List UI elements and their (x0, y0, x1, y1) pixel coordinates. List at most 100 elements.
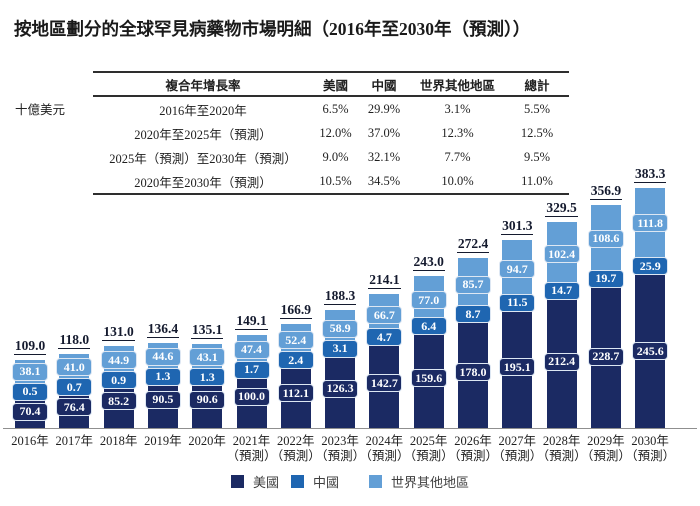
legend-swatch (290, 475, 304, 488)
table-cell: 12.5% (520, 125, 554, 140)
segment-value-badge-us: 100.0 (233, 387, 270, 406)
segment-value-badge-row: 111.8 (632, 214, 669, 233)
segment-value-badge-cn: 4.7 (366, 328, 403, 347)
segment-value-badge-row: 66.7 (366, 306, 403, 324)
segment-value-badge-row: 47.4 (233, 340, 270, 359)
bar-total-label: 149.1 (235, 312, 268, 330)
table-cell: 37.0% (367, 125, 401, 140)
segment-value-badge-us: 112.1 (277, 384, 314, 402)
segment-value-badge-row: 44.6 (144, 347, 181, 366)
table-cell: 7.7% (444, 149, 471, 164)
segment-value-badge-us: 90.6 (189, 390, 226, 409)
x-axis-line (3, 428, 697, 429)
segment-value-badge-us: 142.7 (366, 374, 403, 393)
bar-total-label: 272.4 (456, 235, 490, 253)
table-row: 2025年（預測）至2030年（預測） 9.0% 32.1% 7.7% 9.5% (93, 145, 569, 169)
chart-legend: 美國 中國 世界其他地區 (0, 472, 700, 491)
segment-value-badge-row: 38.1 (12, 362, 48, 381)
x-axis-label: 2020年 (188, 434, 226, 448)
table-cell: 10.0% (441, 173, 474, 188)
table-header-cell: 總計 (524, 78, 550, 93)
x-axis-label: 2027年 （預測） (492, 434, 543, 463)
segment-value-badge-cn: 25.9 (632, 257, 669, 276)
cagr-table: 複合年增長率 美國 中國 世界其他地區 總計 2016年至2020年 6.5% 29.9% 3.… (93, 71, 569, 195)
segment-value-badge-row: 85.7 (455, 275, 491, 294)
bar-total-label: 356.9 (589, 182, 623, 200)
segment-value-badge-cn: 19.7 (587, 269, 624, 288)
table-cell: 2016年至2020年 (159, 103, 247, 118)
table-header-cell: 中國 (371, 78, 397, 93)
segment-value-badge-cn: 1.7 (233, 360, 270, 379)
table-cell: 3.1% (444, 101, 471, 116)
bar-total-label: 383.3 (634, 166, 667, 184)
x-axis-label: 2021年 （預測） (226, 434, 277, 463)
segment-value-badge-us: 245.6 (632, 342, 669, 361)
x-axis-label: 2022年 （預測） (270, 434, 321, 463)
segment-value-badge-cn: 14.7 (543, 281, 580, 300)
table-cell: 12.3% (441, 125, 474, 140)
table-header-cell: 複合年增長率 (165, 78, 241, 93)
bar-total-label: 118.0 (58, 332, 91, 350)
bar-total-label: 131.0 (102, 324, 135, 342)
segment-value-badge-cn: 1.3 (189, 368, 226, 387)
legend-item: 中國 (290, 472, 339, 491)
y-axis-unit-label: 十億美元 (15, 103, 66, 117)
bar-total-label: 243.0 (412, 254, 445, 272)
segment-value-badge-us: 228.7 (587, 347, 624, 366)
table-header-cell: 美國 (322, 78, 348, 93)
x-axis-label: 2030年 （預測） (625, 434, 676, 463)
x-axis-label: 2019年 (144, 434, 182, 448)
table-cell: 11.0% (521, 173, 553, 188)
legend-label: 中國 (312, 475, 339, 490)
segment-value-badge-row: 58.9 (322, 319, 359, 338)
legend-swatch (369, 475, 382, 488)
table-row: 2020年至2025年（預測） 12.0% 37.0% 12.3% 12.5% (93, 121, 569, 145)
legend-label: 世界其他地區 (391, 475, 470, 490)
bar-total-label: 301.3 (501, 217, 534, 235)
x-axis-label: 2025年 （預測） (403, 434, 454, 463)
segment-value-badge-cn: 1.3 (144, 367, 181, 386)
bar-total-label: 109.0 (13, 337, 47, 355)
segment-value-badge-row: 52.4 (277, 331, 314, 350)
x-axis-label: 2024年 （預測） (359, 434, 410, 463)
table-cell: 5.5% (523, 101, 551, 116)
bar-total-label: 135.1 (191, 321, 224, 339)
segment-value-badge-row: 44.9 (100, 351, 137, 370)
x-axis-label: 2026年 （預測） (447, 434, 498, 463)
table-cell: 32.1% (367, 149, 401, 164)
bar-total-label: 214.1 (368, 272, 401, 290)
table-cell: 9.5% (523, 149, 551, 164)
x-axis-label: 2018年 (99, 434, 138, 448)
segment-value-badge-cn: 11.5 (499, 293, 536, 312)
segment-value-badge-cn: 0.5 (12, 382, 48, 401)
x-axis-label: 2028年 （預測） (536, 434, 587, 463)
table-cell: 10.5% (319, 173, 352, 188)
x-axis-label: 2016年 (11, 434, 49, 448)
x-axis-label: 2029年 （預測） (580, 434, 631, 463)
segment-value-badge-row: 102.4 (543, 245, 580, 264)
table-cell: 9.0% (322, 149, 349, 164)
segment-value-badge-cn: 0.9 (100, 371, 137, 390)
segment-value-badge-cn: 0.7 (56, 378, 93, 396)
legend-swatch (230, 475, 244, 488)
legend-item: 世界其他地區 (369, 472, 469, 491)
segment-value-badge-row: 94.7 (499, 260, 536, 279)
bar-total-label: 136.4 (146, 320, 180, 338)
bar-total-label: 188.3 (323, 288, 357, 306)
segment-value-badge-us: 212.4 (543, 352, 580, 371)
segment-value-badge-cn: 2.4 (277, 351, 314, 370)
bar-total-label: 166.9 (279, 301, 312, 319)
table-cell: 2025年（預測）至2030年（預測） (109, 151, 297, 166)
segment-value-badge-cn: 8.7 (455, 305, 491, 323)
table-cell: 2020年至2025年（預測） (134, 127, 272, 142)
segment-value-badge-us: 126.3 (322, 379, 359, 398)
segment-value-badge-row: 108.6 (587, 229, 624, 248)
segment-value-badge-us: 195.1 (499, 358, 536, 376)
table-cell: 12.0% (319, 125, 352, 140)
segment-value-badge-us: 90.5 (144, 390, 181, 409)
table-row: 2016年至2020年 6.5% 29.9% 3.1% 5.5% (93, 97, 569, 121)
x-axis-label: 2017年 (55, 434, 94, 448)
table-cell: 29.9% (367, 101, 401, 116)
